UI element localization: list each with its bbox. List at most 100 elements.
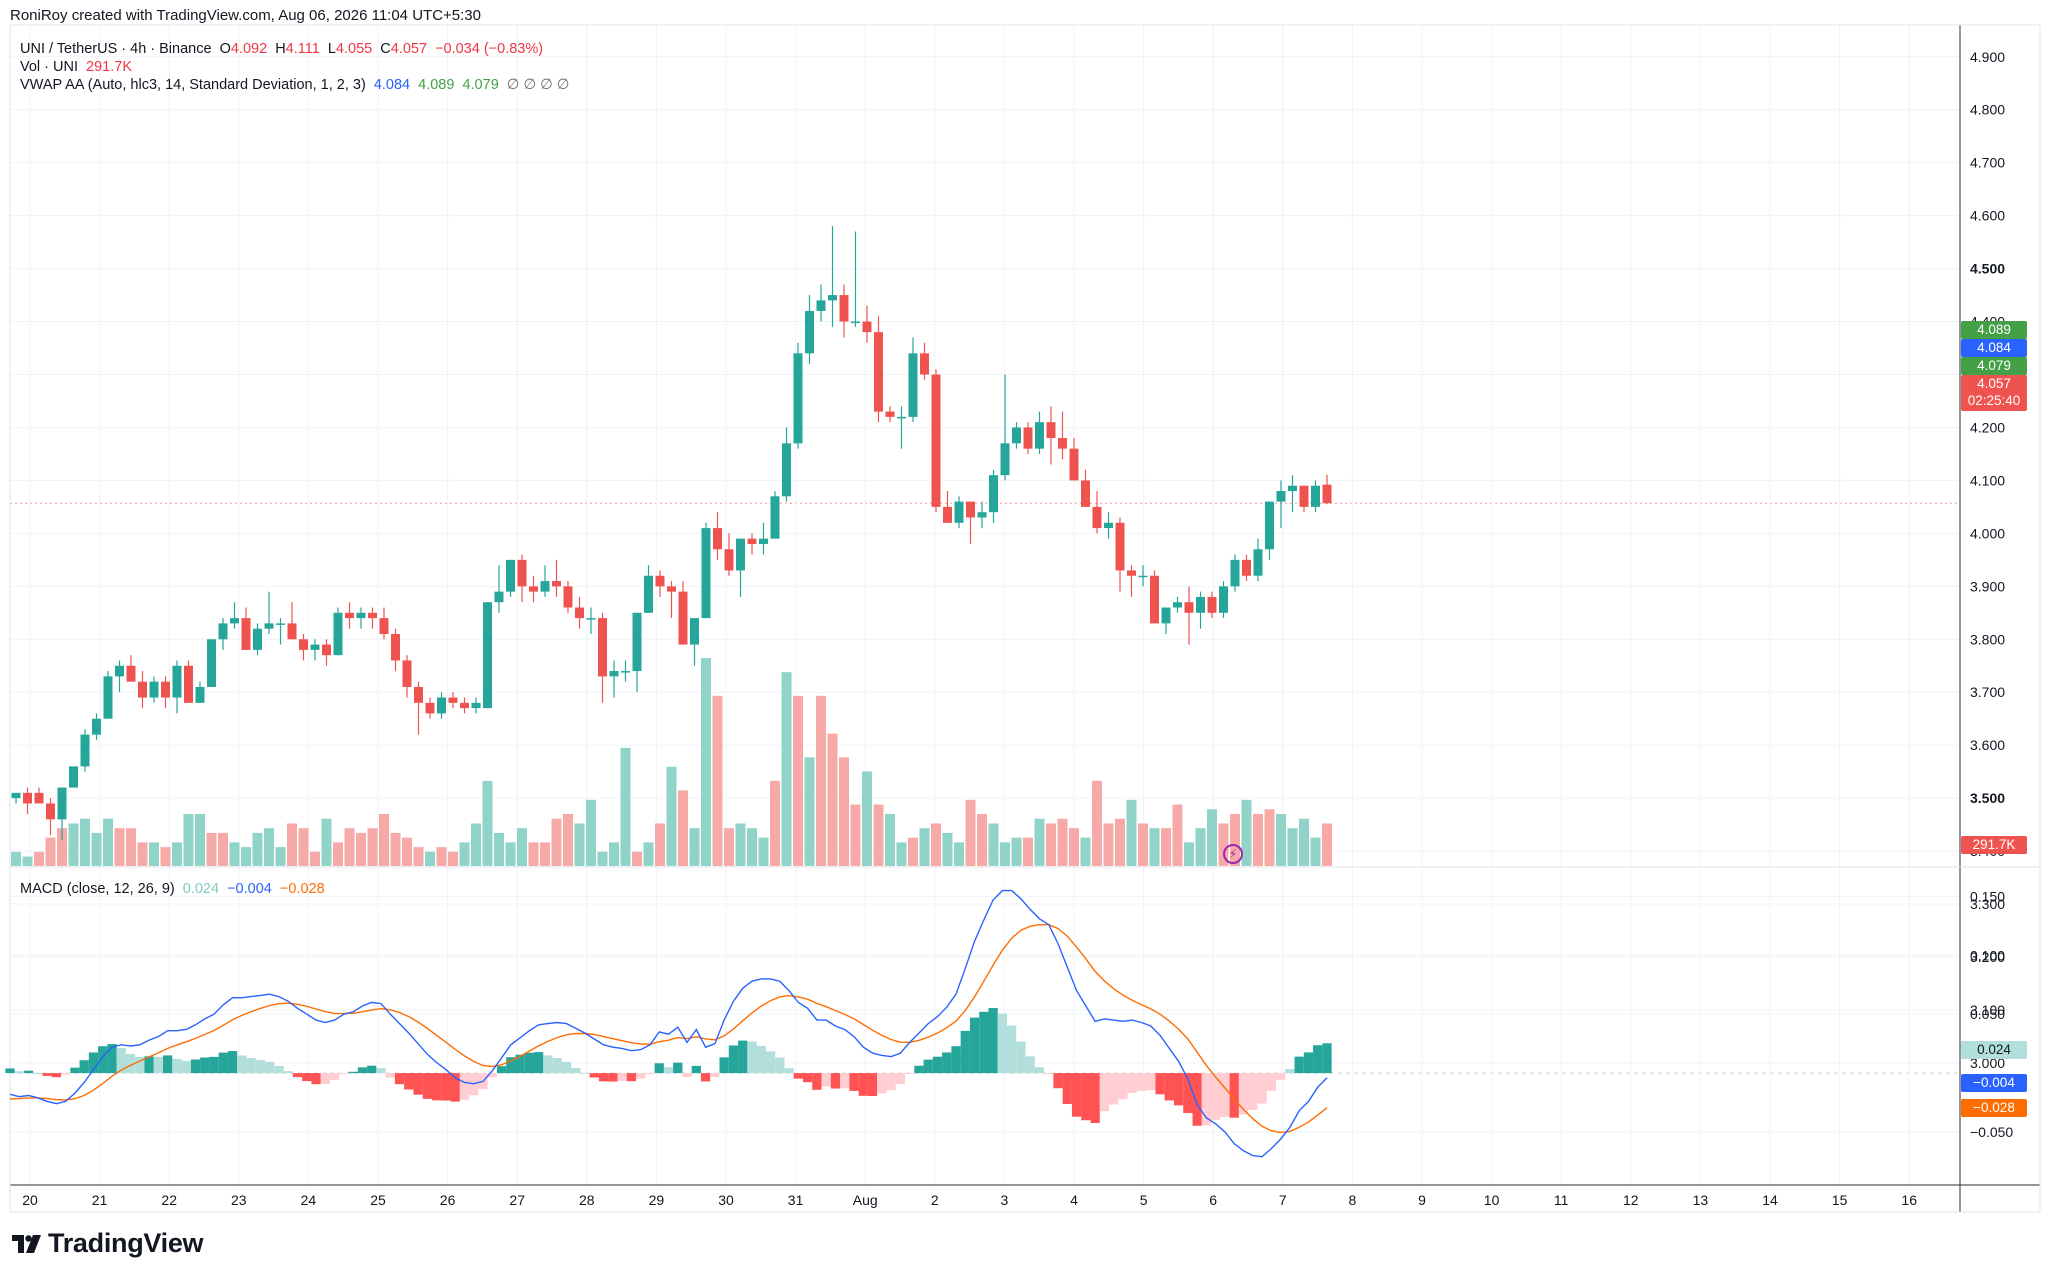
vwap-value-1: 4.084 xyxy=(373,77,411,93)
time-tick-label: 24 xyxy=(301,1192,317,1208)
macd-hist-bar xyxy=(765,1051,776,1074)
macd-hist-bar xyxy=(561,1061,572,1074)
macd-hist-bar xyxy=(1155,1073,1165,1095)
time-tick-label: 4 xyxy=(1070,1192,1078,1208)
macd-label[interactable]: MACD (close, 12, 26, 9) xyxy=(20,881,175,897)
candle-body xyxy=(218,623,228,640)
volume-bar xyxy=(367,828,378,866)
time-tick-label: 7 xyxy=(1279,1192,1287,1208)
macd-hist-bar xyxy=(598,1073,609,1082)
last-price-value: 4.057 xyxy=(1977,376,2011,391)
volume-bar xyxy=(333,842,343,866)
vwap-empty-values: ∅ ∅ ∅ ∅ xyxy=(506,77,570,93)
candle-body xyxy=(92,718,101,735)
candle-body xyxy=(563,586,573,608)
macd-hist-bar xyxy=(1211,1073,1221,1120)
volume-bar xyxy=(862,771,872,866)
price-tick-label: 3.700 xyxy=(1970,684,2005,700)
candle-body xyxy=(1230,559,1240,587)
time-tick-label: 30 xyxy=(718,1192,734,1208)
macd-hist-bar xyxy=(404,1073,414,1090)
volume-bar xyxy=(390,832,401,866)
volume-bar xyxy=(793,695,803,866)
time-tick-label: Aug xyxy=(853,1192,878,1208)
candle-body xyxy=(540,581,550,592)
chart-grid xyxy=(9,24,2041,1213)
volume-bar xyxy=(344,828,355,866)
volume-bar xyxy=(885,814,895,866)
candle-body xyxy=(1069,448,1079,481)
candle-body xyxy=(379,618,389,634)
volume-bar xyxy=(275,847,286,866)
symbol-name[interactable]: UNI / TetherUS · 4h · Binance xyxy=(20,41,212,57)
time-tick-label: 31 xyxy=(788,1192,804,1208)
macd-hist-bar xyxy=(367,1065,377,1074)
macd-hist-bar xyxy=(719,1057,729,1074)
volume-bar xyxy=(149,842,159,866)
macd-signal-value: −0.028 xyxy=(279,881,325,897)
macd-hist-bar xyxy=(1238,1073,1249,1115)
candle-body xyxy=(34,792,44,804)
lightning-icon[interactable]: ⚡ xyxy=(1223,844,1243,864)
candle-body xyxy=(172,665,182,698)
candle-body xyxy=(632,612,642,672)
volume-bar xyxy=(655,823,665,866)
macd-hist-bar xyxy=(830,1073,841,1089)
volume-badge: 291.7K xyxy=(1961,836,2027,854)
price-tick-label: 3.100 xyxy=(1970,1002,2005,1018)
last-price-badge: 4.057 02:25:40 xyxy=(1961,375,2027,411)
volume-bar xyxy=(471,823,481,866)
candle-body xyxy=(954,501,964,523)
candle-body xyxy=(1023,427,1033,449)
macd-hist-badge: 0.024 xyxy=(1961,1041,2027,1059)
candle-body xyxy=(57,787,67,820)
volume-bar xyxy=(724,828,734,866)
candle-body xyxy=(1253,549,1263,576)
high-label: H xyxy=(275,41,286,57)
volume-bar xyxy=(11,851,21,866)
macd-axis[interactable]: 0.150 0.100 0.050 −0.050 xyxy=(1970,888,2013,1140)
price-axis[interactable]: 4.9004.8004.7004.6004.5004.4004.3004.200… xyxy=(1970,49,2005,1071)
candle-body xyxy=(1150,575,1159,624)
macd-hist-bar xyxy=(1303,1052,1314,1074)
volume-bar xyxy=(183,814,194,866)
volume-bar xyxy=(1092,780,1102,866)
volume-bar xyxy=(1149,828,1160,866)
macd-hist-bar xyxy=(1118,1073,1128,1100)
volume-bar xyxy=(609,842,619,866)
macd-hist-bar xyxy=(125,1053,136,1074)
candle-body xyxy=(713,528,722,550)
candle-body xyxy=(1046,422,1056,439)
tradingview-logo[interactable]: TradingView xyxy=(12,1228,204,1259)
candle-body xyxy=(299,639,308,650)
vwap-value-3: 4.079 xyxy=(462,77,499,93)
time-axis[interactable]: 20 21 22 23 24 25 26 27 28 29 30 31 Aug 2 3 4 5 6 7 8 9 10 11 1… xyxy=(22,1192,1917,1208)
time-tick-label: 9 xyxy=(1418,1192,1426,1208)
volume-bar xyxy=(402,837,412,866)
macd-hist-bar xyxy=(144,1056,154,1074)
macd-hist-bar xyxy=(1313,1045,1323,1074)
macd-hist-bar xyxy=(840,1073,850,1089)
volume-bar xyxy=(701,658,711,866)
macd-hist-bar xyxy=(552,1057,562,1074)
volume-bar xyxy=(195,814,205,866)
volume-bar xyxy=(264,828,274,866)
candle-body xyxy=(1276,491,1286,502)
volume-bar xyxy=(1253,814,1263,866)
time-tick-label: 14 xyxy=(1762,1192,1778,1208)
volume-bar xyxy=(758,837,769,866)
vwap-label[interactable]: VWAP AA (Auto, hlc3, 14, Standard Deviat… xyxy=(20,77,366,93)
candle-body xyxy=(310,644,320,650)
price-tick-label: 4.500 xyxy=(1970,261,2005,277)
macd-legend: MACD (close, 12, 26, 9) 0.024 −0.004 −0.… xyxy=(20,881,329,897)
volume-bar xyxy=(632,851,642,866)
macd-hist-bar xyxy=(747,1041,757,1074)
macd-hist-bar xyxy=(626,1073,637,1082)
macd-hist-bar xyxy=(979,1011,989,1074)
macd-hist-bar xyxy=(61,1073,71,1075)
volume-label[interactable]: Vol · UNI xyxy=(20,59,79,75)
macd-hist-bar xyxy=(14,1071,24,1074)
volume-bar xyxy=(1218,823,1229,866)
macd-hist-bar xyxy=(385,1073,395,1078)
